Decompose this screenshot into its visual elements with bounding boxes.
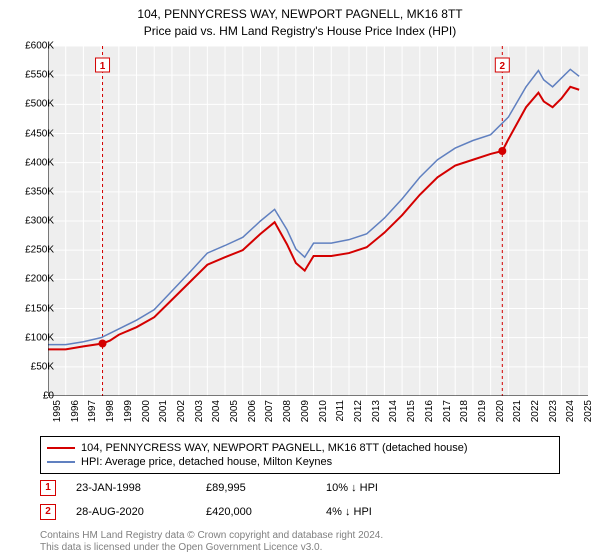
title-address: 104, PENNYCRESS WAY, NEWPORT PAGNELL, MK… [0, 6, 600, 23]
x-tick-label: 2008 [282, 400, 293, 428]
x-tick-label: 2021 [512, 400, 523, 428]
x-tick-label: 2019 [477, 400, 488, 428]
x-tick-label: 2003 [194, 400, 205, 428]
transaction-date-1: 23-JAN-1998 [76, 482, 206, 494]
x-tick-label: 2015 [406, 400, 417, 428]
x-tick-label: 2013 [371, 400, 382, 428]
legend-label-hpi: HPI: Average price, detached house, Milt… [81, 456, 332, 468]
legend-row-hpi: HPI: Average price, detached house, Milt… [47, 455, 553, 469]
x-tick-label: 1996 [70, 400, 81, 428]
attribution-line2: This data is licensed under the Open Gov… [40, 542, 560, 554]
x-tick-label: 1995 [52, 400, 63, 428]
y-tick-label: £250K [12, 245, 54, 256]
transaction-row-2: 2 28-AUG-2020 £420,000 4% ↓ HPI [40, 504, 560, 520]
x-tick-label: 2017 [442, 400, 453, 428]
transaction-row-1: 1 23-JAN-1998 £89,995 10% ↓ HPI [40, 480, 560, 496]
legend-swatch-property [47, 447, 75, 449]
x-tick-label: 2011 [335, 400, 346, 428]
x-tick-label: 2018 [459, 400, 470, 428]
x-tick-label: 2002 [176, 400, 187, 428]
y-tick-label: £300K [12, 216, 54, 227]
x-tick-label: 2025 [583, 400, 594, 428]
transaction-price-1: £89,995 [206, 482, 326, 494]
legend-swatch-hpi [47, 461, 75, 463]
transaction-delta-2: 4% ↓ HPI [326, 506, 372, 518]
x-tick-label: 2000 [141, 400, 152, 428]
attribution: Contains HM Land Registry data © Crown c… [40, 530, 560, 554]
transaction-marker-1: 1 [40, 480, 56, 496]
x-tick-label: 2010 [318, 400, 329, 428]
legend-box: 104, PENNYCRESS WAY, NEWPORT PAGNELL, MK… [40, 436, 560, 474]
x-tick-label: 2009 [300, 400, 311, 428]
y-tick-label: £0 [12, 391, 54, 402]
y-tick-label: £50K [12, 361, 54, 372]
y-tick-label: £450K [12, 128, 54, 139]
x-tick-label: 2024 [565, 400, 576, 428]
y-tick-label: £500K [12, 99, 54, 110]
x-tick-label: 2001 [158, 400, 169, 428]
y-tick-label: £100K [12, 332, 54, 343]
y-tick-label: £600K [12, 41, 54, 52]
x-tick-label: 2007 [264, 400, 275, 428]
x-tick-label: 1999 [123, 400, 134, 428]
chart-container: 104, PENNYCRESS WAY, NEWPORT PAGNELL, MK… [0, 0, 600, 560]
transaction-price-2: £420,000 [206, 506, 326, 518]
y-tick-label: £400K [12, 157, 54, 168]
x-tick-label: 2004 [211, 400, 222, 428]
x-tick-label: 2022 [530, 400, 541, 428]
x-tick-label: 2023 [548, 400, 559, 428]
y-tick-label: £200K [12, 274, 54, 285]
transaction-marker-2: 2 [40, 504, 56, 520]
x-tick-label: 2014 [388, 400, 399, 428]
legend-row-property: 104, PENNYCRESS WAY, NEWPORT PAGNELL, MK… [47, 441, 553, 455]
chart-area: 12 [48, 46, 588, 396]
transaction-date-2: 28-AUG-2020 [76, 506, 206, 518]
y-tick-label: £150K [12, 303, 54, 314]
legend-label-property: 104, PENNYCRESS WAY, NEWPORT PAGNELL, MK… [81, 442, 468, 454]
title-block: 104, PENNYCRESS WAY, NEWPORT PAGNELL, MK… [0, 0, 600, 40]
x-tick-label: 2005 [229, 400, 240, 428]
x-tick-label: 2016 [424, 400, 435, 428]
title-subtitle: Price paid vs. HM Land Registry's House … [0, 23, 600, 40]
x-tick-label: 2006 [247, 400, 258, 428]
svg-text:1: 1 [100, 61, 106, 72]
svg-text:2: 2 [500, 61, 506, 72]
y-tick-label: £550K [12, 70, 54, 81]
x-tick-label: 1997 [87, 400, 98, 428]
x-tick-label: 2020 [495, 400, 506, 428]
x-tick-label: 2012 [353, 400, 364, 428]
transaction-delta-1: 10% ↓ HPI [326, 482, 378, 494]
y-tick-label: £350K [12, 186, 54, 197]
chart-svg: 12 [48, 46, 588, 396]
x-tick-label: 1998 [105, 400, 116, 428]
attribution-line1: Contains HM Land Registry data © Crown c… [40, 530, 560, 542]
